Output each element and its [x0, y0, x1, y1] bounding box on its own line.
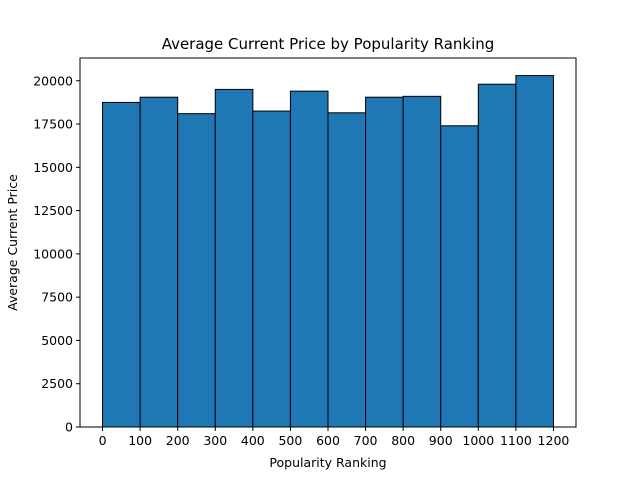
- y-tick-label: 20000: [33, 73, 73, 88]
- y-tick-label: 10000: [33, 246, 73, 261]
- histogram-bar: [402, 95, 442, 428]
- y-tick-label: 0: [65, 420, 73, 435]
- y-tick-label: 7500: [41, 290, 73, 305]
- y-tick-label: 5000: [41, 333, 73, 348]
- x-tick-label: 1100: [500, 433, 532, 448]
- histogram-bar: [177, 113, 216, 428]
- histogram-bar: [252, 110, 291, 428]
- x-tick-label: 200: [166, 433, 190, 448]
- x-tick-label: 800: [391, 433, 415, 448]
- x-tick-label: 1000: [462, 433, 494, 448]
- y-tick-label: 2500: [41, 376, 73, 391]
- x-axis-label: Popularity Ranking: [269, 455, 386, 470]
- histogram-bar: [365, 96, 404, 428]
- x-axis-ticks: 0 100 200 300 400 500 600 700 800 900 1000 1100 1200: [99, 427, 570, 448]
- x-tick-label: 1200: [538, 433, 570, 448]
- y-axis-ticks: 0 2500 5000 7500 10000 12500 15000 17500 20000: [33, 73, 80, 435]
- x-tick-label: 0: [99, 433, 107, 448]
- chart-title: Average Current Price by Popularity Rank…: [162, 35, 495, 53]
- x-tick-label: 600: [316, 433, 340, 448]
- histogram-bar: [139, 96, 179, 428]
- bars-group: [102, 75, 554, 428]
- x-tick-label: 900: [429, 433, 453, 448]
- histogram-bar: [515, 75, 554, 428]
- x-tick-label: 300: [203, 433, 227, 448]
- y-tick-label: 12500: [33, 203, 73, 218]
- x-tick-label: 500: [278, 433, 302, 448]
- x-tick-label: 700: [354, 433, 378, 448]
- histogram-bar: [214, 88, 254, 428]
- x-tick-label: 100: [128, 433, 152, 448]
- histogram-bar: [102, 101, 141, 428]
- histogram-bar: [289, 90, 329, 428]
- plot-frame: [79, 57, 577, 428]
- y-tick-label: 15000: [33, 160, 73, 175]
- y-tick-label: 17500: [33, 117, 73, 132]
- y-axis-label: Average Current Price: [5, 174, 20, 311]
- histogram-bar: [327, 112, 367, 428]
- histogram-bar: [440, 125, 479, 428]
- histogram-bar: [477, 83, 517, 428]
- x-tick-label: 400: [241, 433, 265, 448]
